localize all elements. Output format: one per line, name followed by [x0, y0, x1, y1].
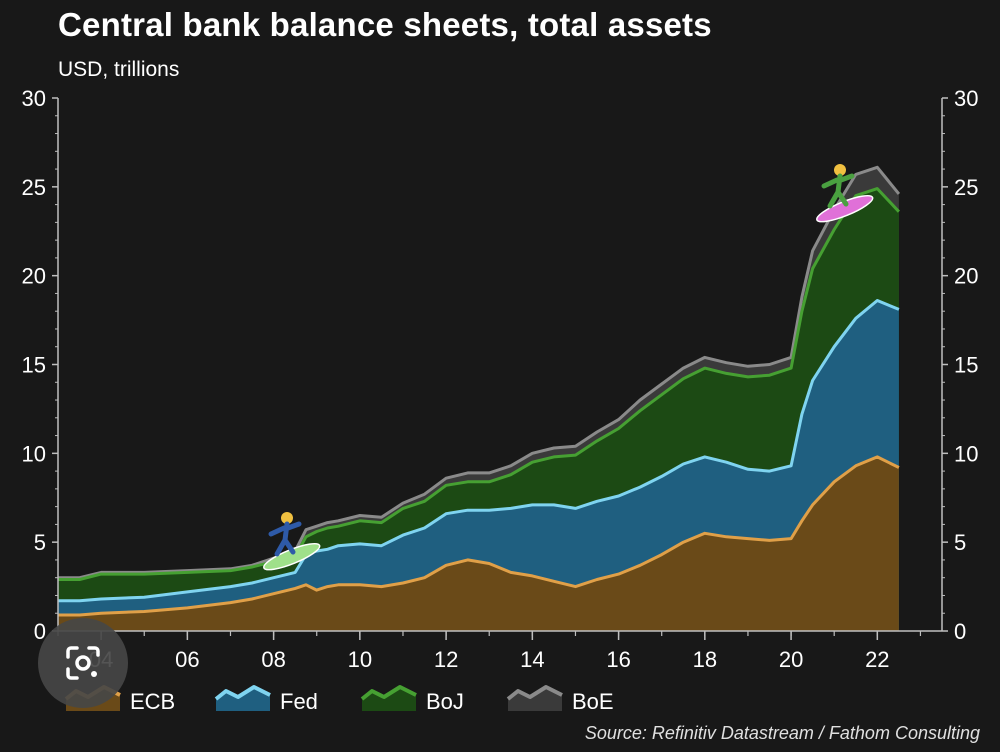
legend-label-ecb: ECB [130, 689, 175, 714]
surfer-icon-right [816, 164, 874, 223]
legend-line-boe [506, 685, 563, 701]
y-tick-label-right: 30 [954, 86, 978, 111]
y-tick-label-right: 15 [954, 353, 978, 378]
y-tick-label-left: 15 [22, 353, 46, 378]
series-line-fed [58, 299, 900, 603]
chart-title: Central bank balance sheets, total asset… [58, 6, 712, 43]
y-tick-label-right: 0 [954, 619, 966, 644]
google-lens-button[interactable] [38, 618, 128, 708]
legend-line-boj [360, 685, 417, 701]
surfer-head [834, 164, 846, 176]
x-tick-label: 12 [434, 647, 458, 672]
y-tick-label-left: 10 [22, 441, 46, 466]
source-note: Source: Refinitiv Datastream / Fathom Co… [584, 723, 980, 743]
y-tick-label-right: 5 [954, 530, 966, 555]
series-line-boj [58, 187, 900, 581]
legend-label-fed: Fed [280, 689, 318, 714]
x-tick-label: 10 [348, 647, 372, 672]
y-tick-label-left: 30 [22, 86, 46, 111]
y-tick-label-left: 25 [22, 175, 46, 200]
legend-item-boj: BoJ [360, 685, 464, 714]
x-tick-label: 20 [779, 647, 803, 672]
x-tick-label: 22 [865, 647, 889, 672]
y-tick-label-left: 5 [34, 530, 46, 555]
x-tick-label: 16 [606, 647, 630, 672]
chart-subtitle: USD, trillions [58, 58, 180, 81]
series-line-boe [58, 165, 901, 580]
series-areas [58, 165, 901, 632]
google-lens-icon [66, 646, 100, 680]
legend-item-boe: BoE [506, 685, 614, 714]
area-ecb [58, 456, 899, 631]
legend-label-boe: BoE [572, 689, 614, 714]
x-tick-label: 06 [175, 647, 199, 672]
series-line-ecb [58, 455, 900, 617]
surfer-head [281, 512, 293, 524]
surfer-body [821, 173, 855, 209]
legend-line-fed [214, 685, 271, 701]
x-tick-label: 18 [693, 647, 717, 672]
x-tick-label: 14 [520, 647, 544, 672]
y-tick-label-right: 25 [954, 175, 978, 200]
y-tick-label-right: 10 [954, 441, 978, 466]
y-tick-label-left: 20 [22, 264, 46, 289]
legend-label-boj: BoJ [426, 689, 464, 714]
y-tick-label-left: 0 [34, 619, 46, 644]
legend-item-fed: Fed [214, 685, 318, 714]
x-tick-label: 08 [261, 647, 285, 672]
surfer-body [268, 521, 302, 557]
y-tick-label-right: 20 [954, 264, 978, 289]
surfer-icon-left [263, 512, 321, 571]
